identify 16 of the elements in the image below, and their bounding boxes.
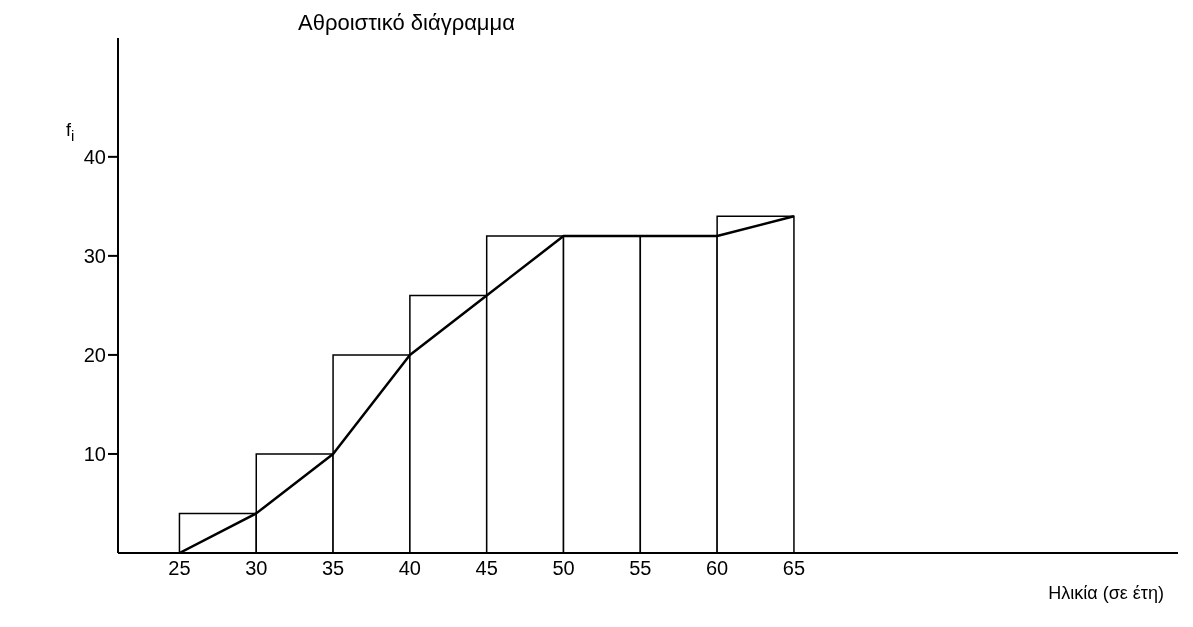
y-tick-label: 30	[83, 244, 106, 267]
x-axis-title: Ηλικία (σε έτη)	[1048, 583, 1164, 603]
x-tick-label: 50	[552, 557, 575, 580]
x-tick-label: 65	[782, 557, 806, 580]
y-tick-label: 10	[83, 443, 106, 466]
x-tick-label: 40	[398, 557, 422, 580]
y-axis-title: f$_{i}$	[66, 120, 75, 144]
y-tick-label: 20	[83, 344, 106, 367]
x-tick-label: 35	[321, 557, 345, 580]
y-tick-label: 40	[83, 145, 106, 168]
x-tick-label: 25	[168, 557, 191, 580]
x-tick-label: 45	[475, 557, 498, 580]
x-tick-label: 55	[629, 557, 652, 580]
x-tick-label: 30	[245, 557, 268, 580]
chart-title: Αθροιστικό διάγραμμα	[298, 10, 515, 36]
x-tick-label: 60	[706, 557, 729, 580]
